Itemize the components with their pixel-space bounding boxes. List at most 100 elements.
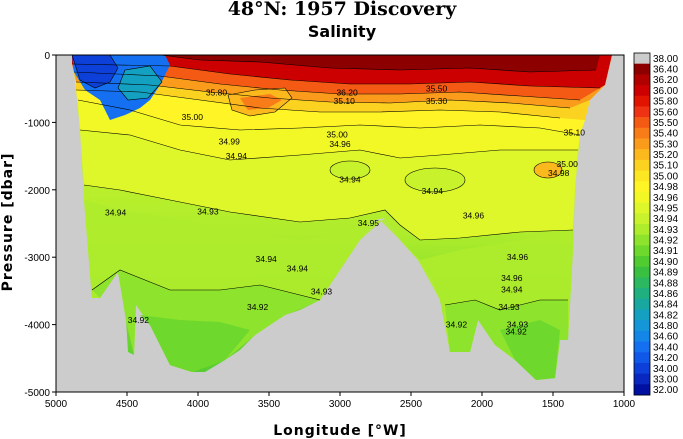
- colorbar-frame: [633, 52, 651, 396]
- colorbar-label: 36.40: [653, 65, 678, 76]
- colorbar-label: 35.40: [653, 129, 678, 140]
- colorbar-label: 32.00: [653, 385, 678, 396]
- colorbar-swatch: [634, 352, 650, 364]
- colorbar-label: 34.90: [653, 257, 678, 268]
- x-axis-ticks: 5000 4500 4000 3500 3000 2500 2000 1500 1000: [45, 392, 636, 410]
- colorbar-label: 36.20: [653, 75, 678, 86]
- zone-35-30: [74, 72, 605, 108]
- colorbar-swatch: [634, 373, 650, 385]
- y-tick-label: -4000: [24, 321, 50, 332]
- colorbar-swatch: [634, 127, 650, 139]
- patch-34-94-a: [405, 168, 465, 192]
- zone-34-91: [140, 315, 250, 372]
- zone-34-92: [92, 270, 320, 372]
- x-tick-label: 4500: [116, 399, 139, 410]
- colorbar-swatch: [634, 298, 650, 310]
- x-tick-label: 5000: [45, 399, 68, 410]
- colorbar-label: 34.60: [653, 332, 678, 343]
- colorbar-label: 35.50: [653, 118, 678, 129]
- contour-label: 34.94: [256, 254, 278, 264]
- colorbar-swatch: [634, 224, 650, 236]
- colorbar-label: 34.89: [653, 268, 678, 279]
- contour-labels: 35.80 36.2035.1035.5035.3035.0034.9935.00…: [105, 84, 585, 337]
- colorbar-label: 34.88: [653, 278, 678, 289]
- colorbar-label: 35.20: [653, 150, 678, 161]
- colorbar-swatch: [634, 95, 650, 107]
- colorbar-swatch: [634, 277, 650, 289]
- colorbar-label: 34.84: [653, 300, 678, 311]
- colorbar-swatch: [634, 63, 650, 75]
- colorbar-swatch: [634, 191, 650, 204]
- colorbar-label: 34.00: [653, 364, 678, 375]
- contour-label: 35.00: [327, 130, 349, 140]
- y-tick-label: -5000: [24, 388, 50, 399]
- contour-label: 34.94: [422, 186, 444, 196]
- contour-label: 35.00: [182, 112, 204, 122]
- colorbar-swatch: [634, 320, 650, 332]
- y-axis-label: Pressure [dbar]: [0, 153, 16, 292]
- colorbar-label: 34.95: [653, 203, 678, 214]
- colorbar-swatch: [634, 309, 650, 321]
- colorbar-label: 34.93: [653, 225, 678, 236]
- colorbar-label: 35.00: [653, 171, 678, 182]
- colorbar-label: 36.00: [653, 86, 678, 97]
- patch-34-97-east: [534, 162, 562, 178]
- colorbar-label: 33.00: [653, 374, 678, 385]
- zone-35-50: [72, 64, 605, 100]
- contour-label: 35.50: [426, 84, 448, 94]
- colorbar-label: 34.80: [653, 321, 678, 332]
- y-tick-label: -3000: [24, 253, 50, 264]
- zone-fresh-core: [72, 55, 118, 88]
- colorbar-swatch: [634, 384, 650, 396]
- colorbar: 38.0036.4036.2036.0035.8035.6035.5035.40…: [633, 52, 678, 396]
- colorbar-swatch: [634, 288, 650, 300]
- zone-34-91-east: [500, 320, 560, 380]
- colorbar-swatch: [634, 330, 650, 342]
- colorbar-label: 38.00: [653, 54, 678, 65]
- x-tick-label: 4000: [187, 399, 210, 410]
- contour-label: 34.99: [219, 136, 241, 146]
- contour-label: 35.00: [557, 159, 579, 169]
- colorbar-swatch: [634, 256, 650, 268]
- contour-label: 34.94: [105, 208, 127, 218]
- zone-36-20: [160, 55, 600, 72]
- colorbar-swatch: [634, 245, 650, 257]
- colorbar-label: 35.60: [653, 107, 678, 118]
- colorbar-swatch: [634, 149, 650, 161]
- x-tick-label: 1500: [542, 399, 565, 410]
- colorbar-label: 35.80: [653, 97, 678, 108]
- colorbar-label: 34.94: [653, 214, 678, 225]
- contour-label: 34.96: [463, 210, 485, 220]
- contour-label: 34.92: [505, 326, 527, 336]
- contour-label: 34.96: [501, 273, 523, 283]
- colorbar-swatch: [634, 159, 650, 171]
- y-tick-label: -1000: [24, 118, 50, 129]
- y-tick-label: -2000: [24, 186, 50, 197]
- colorbar-swatch: [634, 85, 650, 97]
- contour-label: 34.96: [507, 252, 529, 262]
- colorbar-label: 34.20: [653, 353, 678, 364]
- contour-label: 34.96: [329, 139, 351, 149]
- colorbar-label: 34.92: [653, 236, 678, 247]
- contour-label: 35.30: [426, 96, 448, 106]
- colorbar-label: 34.98: [653, 182, 678, 193]
- colorbar-label: 34.82: [653, 310, 678, 321]
- y-tick-label: 0: [44, 51, 50, 62]
- colorbar-label: 34.91: [653, 246, 678, 257]
- x-tick-label: 2500: [400, 399, 423, 410]
- colorbar-swatch: [634, 266, 650, 278]
- contour-label: 34.93: [311, 287, 333, 297]
- colorbar-swatch: [634, 213, 650, 225]
- contour-label: 34.94: [287, 264, 309, 274]
- x-tick-label: 3000: [329, 399, 352, 410]
- zone-34-96: [78, 100, 580, 160]
- colorbar-swatch: [634, 74, 650, 86]
- contour-label: 34.94: [339, 175, 361, 185]
- x-tick-label: 2000: [471, 399, 494, 410]
- contour-label: 36.20: [336, 88, 358, 98]
- colorbar-swatch: [634, 181, 650, 193]
- colorbar-swatch: [634, 106, 650, 118]
- colorbar-swatch: [634, 234, 650, 246]
- colorbar-swatch: [634, 362, 650, 375]
